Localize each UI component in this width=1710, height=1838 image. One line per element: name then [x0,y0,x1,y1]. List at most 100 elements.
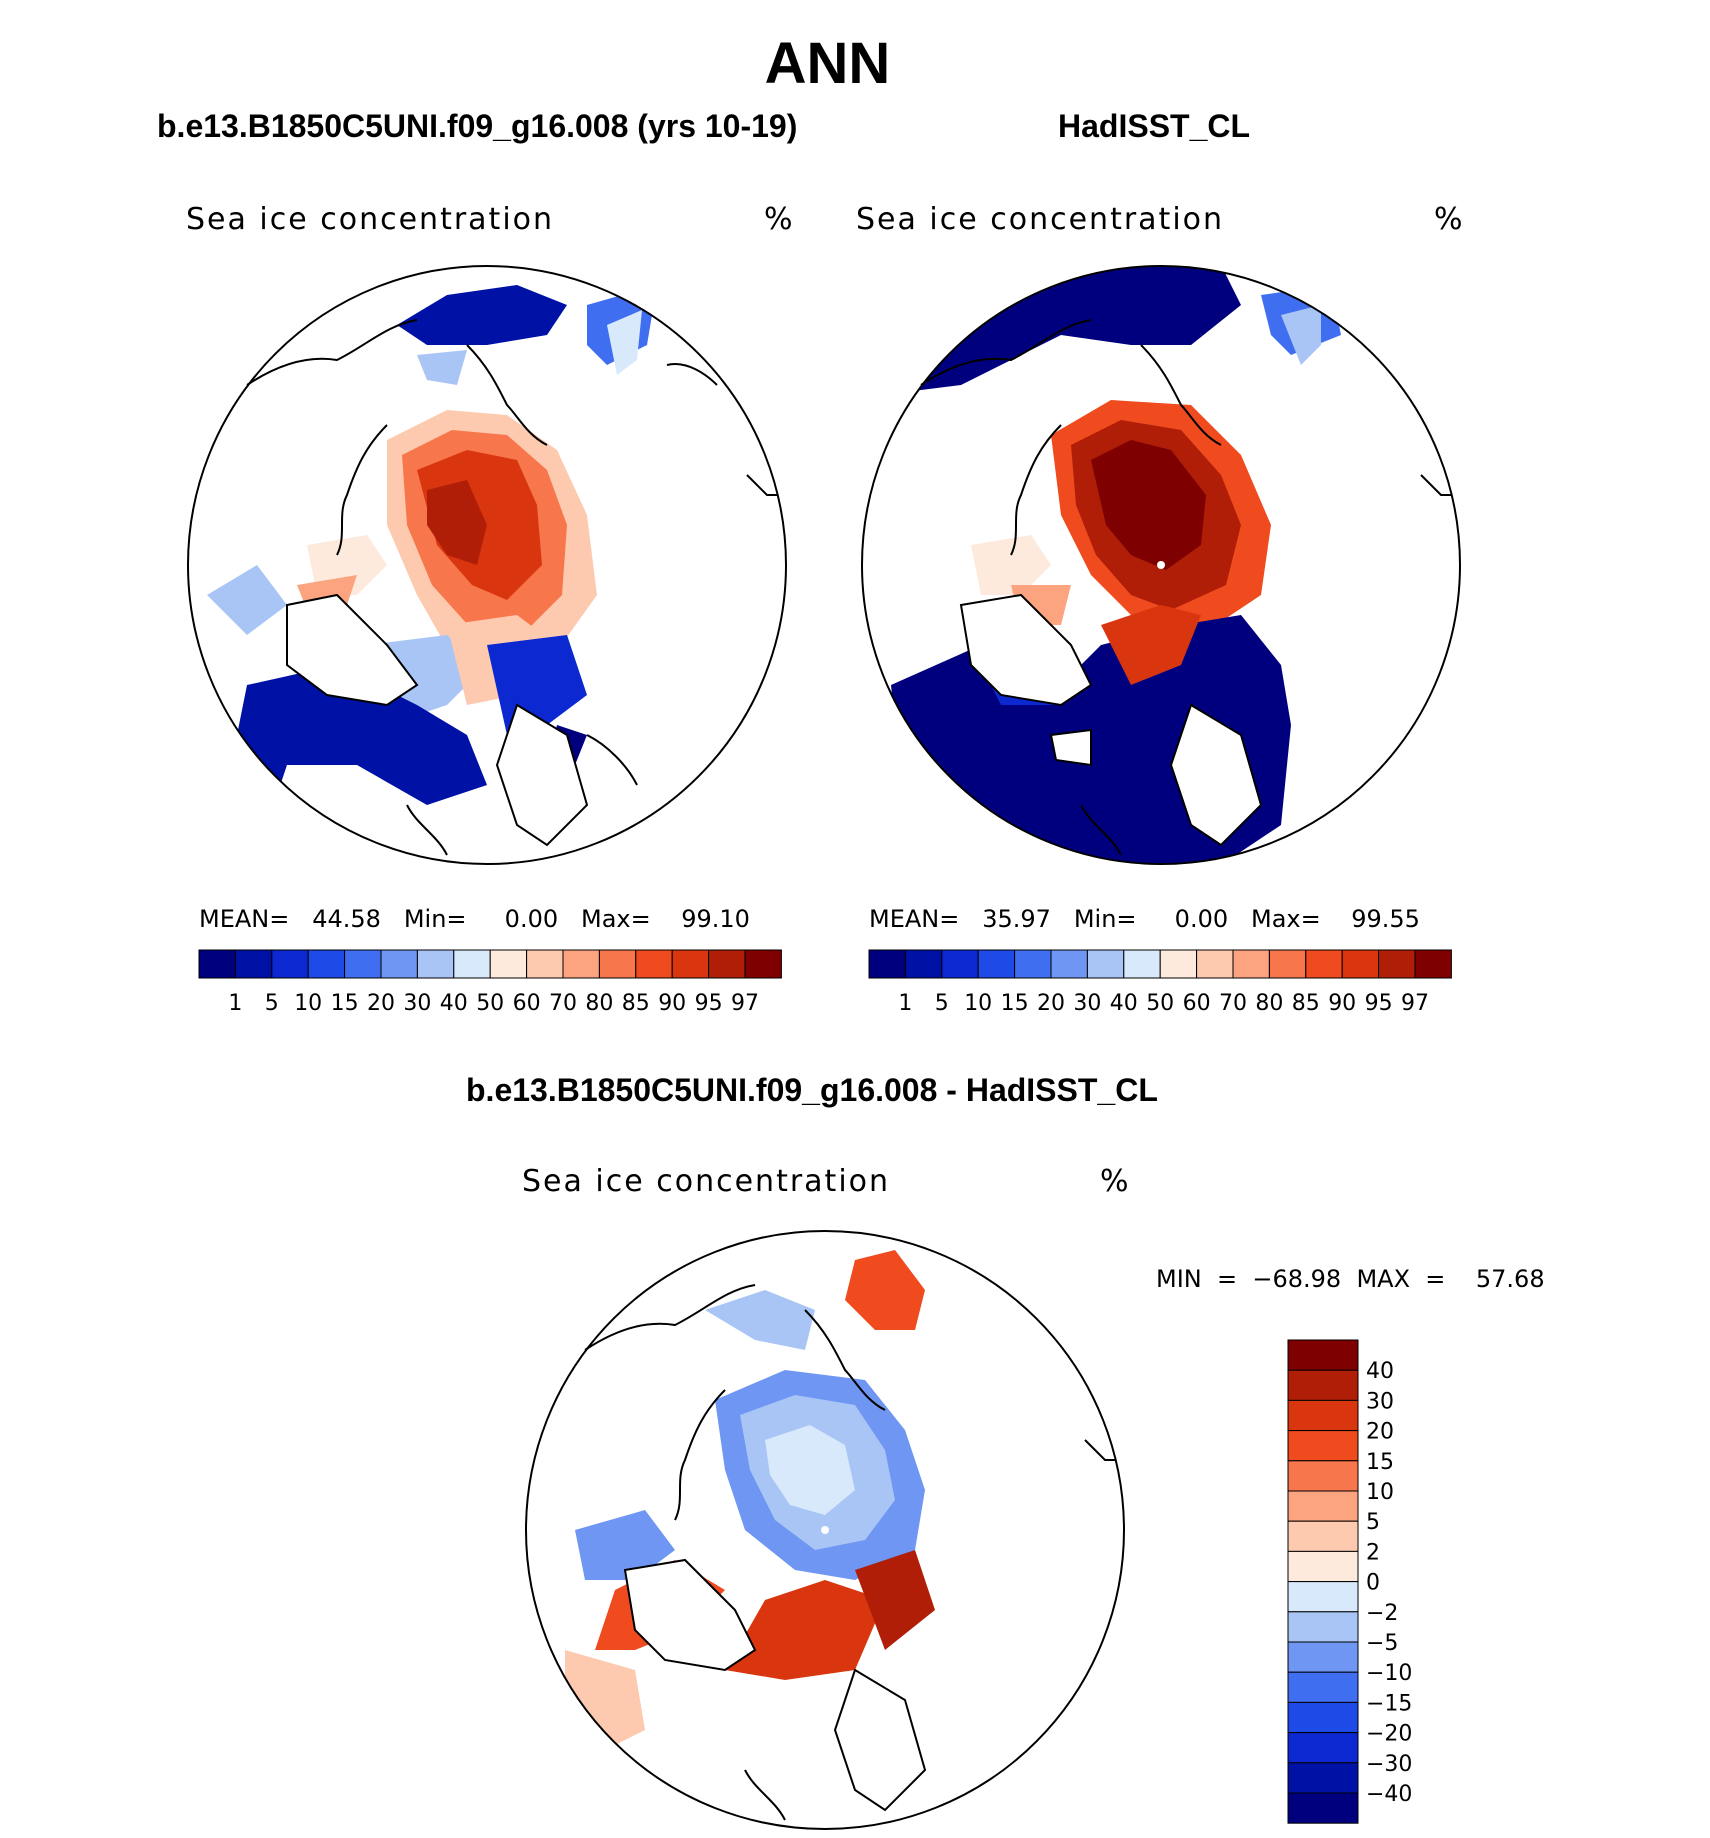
colorbar-swatch [1050,949,1088,979]
colorbar-tick-label: 50 [476,991,504,1016]
right-variable-label: Sea ice concentration [856,202,1225,237]
diff-colorbar-tick-label: 30 [1366,1389,1394,1414]
colorbar-swatch [380,949,418,979]
colorbar-swatch [1232,949,1270,979]
diff-colorbar-swatch [1287,1490,1359,1522]
diff-colorbar-swatch [1287,1520,1359,1552]
colorbar-tick-label: 80 [1255,991,1283,1016]
colorbar-tick-label: 30 [1073,991,1101,1016]
colorbar-swatch [941,949,979,979]
diff-colorbar-swatch [1287,1581,1359,1613]
diff-colorbar-tick-label: −40 [1366,1782,1412,1807]
diff-colorbar-swatch [1287,1369,1359,1401]
colorbar-tick-label: 40 [440,991,468,1016]
diff-colorbar-swatch [1287,1339,1359,1371]
colorbar-tick-label: 10 [294,991,322,1016]
left-units-label: % [764,202,795,237]
colorbar-tick-label: 50 [1146,991,1174,1016]
colorbar-swatch [1159,949,1198,979]
colorbar-swatch [1268,949,1307,979]
diff-colorbar-swatch [1287,1550,1359,1583]
colorbar-tick-label: 20 [367,991,395,1016]
colorbar-swatch [635,949,673,979]
colorbar-tick-label: 20 [1037,991,1065,1016]
colorbar-tick-label: 80 [585,991,613,1016]
diff-colorbar-tick-label: 0 [1366,1571,1380,1596]
right-colorbar: 1 5 10 15 20 30 40 50 60 70 80 85 90 95 97 [868,949,1452,1016]
colorbar-tick-label: 70 [1219,991,1247,1016]
colorbar-swatch [1378,949,1416,979]
colorbar-tick-label: 85 [622,991,650,1016]
colorbar-swatch [307,949,346,979]
colorbar-tick-label: 10 [964,991,992,1016]
diff-colorbar-swatch [1287,1430,1359,1462]
colorbar-swatch [671,949,710,979]
colorbar-swatch [453,949,491,979]
colorbar-tick-label: 95 [1365,991,1393,1016]
diff-colorbar-swatch [1287,1671,1359,1703]
left-variable-label: Sea ice concentration [186,202,555,237]
right-panel-title: HadISST_CL [1058,108,1251,144]
colorbar-tick-label: 30 [403,991,431,1016]
colorbar-swatch [1196,949,1234,979]
colorbar-swatch [526,949,564,979]
colorbar-swatch [1305,949,1343,979]
colorbar-tick-label: 5 [935,991,949,1016]
colorbar-tick-label: 15 [1001,991,1029,1016]
colorbar-swatch [868,949,906,979]
diff-units-label: % [1100,1164,1131,1199]
colorbar-tick-label: 85 [1292,991,1320,1016]
right-units-label: % [1434,202,1465,237]
diff-colorbar-swatch [1287,1460,1359,1492]
colorbar-swatch [234,949,273,979]
diff-stats-line: MIN = −68.98 MAX = 57.68 [1156,1265,1545,1293]
diff-colorbar-swatch [1287,1732,1359,1764]
colorbar-swatch [1341,949,1380,979]
diff-colorbar-tick-label: −15 [1366,1691,1412,1716]
colorbar-swatch [708,949,746,979]
diff-colorbar-tick-label: 10 [1366,1480,1394,1505]
colorbar-swatch [416,949,455,979]
colorbar-swatch [744,949,782,979]
colorbar-tick-label: 97 [1401,991,1429,1016]
diff-colorbar-tick-label: −10 [1366,1661,1412,1686]
colorbar-swatch [198,949,236,979]
diff-colorbar-tick-label: −30 [1366,1752,1412,1777]
diff-colorbar-swatch [1287,1762,1359,1794]
right-stats-line: MEAN= 35.97 Min= 0.00 Max= 99.55 [869,905,1420,933]
colorbar-tick-label: 60 [1183,991,1211,1016]
colorbar-tick-label: 1 [898,991,912,1016]
figure-title: ANN [764,31,891,96]
colorbar-swatch [1414,949,1452,979]
colorbar-tick-label: 95 [695,991,723,1016]
diff-colorbar-swatch [1287,1792,1359,1824]
diff-colorbar-tick-label: −20 [1366,1722,1412,1747]
diff-colorbar-swatch [1287,1701,1359,1734]
diff-polar-map [525,1230,1125,1830]
diff-colorbar-tick-label: 40 [1366,1359,1394,1384]
diff-colorbar-swatch [1287,1399,1359,1432]
diff-panel-title: b.e13.B1850C5UNI.f09_g16.008 - HadISST_C… [466,1072,1158,1108]
diff-colorbar-swatch [1287,1641,1359,1673]
diff-colorbar-swatch [1287,1611,1359,1643]
colorbar-swatch [489,949,528,979]
left-colorbar: 1 5 10 15 20 30 40 50 60 70 80 85 90 95 97 [198,949,782,1016]
left-stats-line: MEAN= 44.58 Min= 0.00 Max= 99.10 [199,905,750,933]
colorbar-tick-label: 15 [331,991,359,1016]
left-panel-title: b.e13.B1850C5UNI.f09_g16.008 (yrs 10-19) [157,108,798,144]
colorbar-tick-label: 1 [228,991,242,1016]
colorbar-tick-label: 90 [1328,991,1356,1016]
colorbar-swatch [977,949,1016,979]
left-polar-map [187,265,787,865]
colorbar-tick-label: 40 [1110,991,1138,1016]
colorbar-tick-label: 97 [731,991,759,1016]
diff-colorbar-tick-label: 15 [1366,1450,1394,1475]
colorbar-swatch [1014,949,1052,979]
diff-colorbar-tick-label: 20 [1366,1420,1394,1445]
colorbar-swatch [598,949,637,979]
diff-colorbar-tick-label: −5 [1366,1631,1398,1656]
colorbar-swatch [344,949,382,979]
colorbar-swatch [904,949,943,979]
diff-colorbar-tick-label: −2 [1366,1601,1398,1626]
